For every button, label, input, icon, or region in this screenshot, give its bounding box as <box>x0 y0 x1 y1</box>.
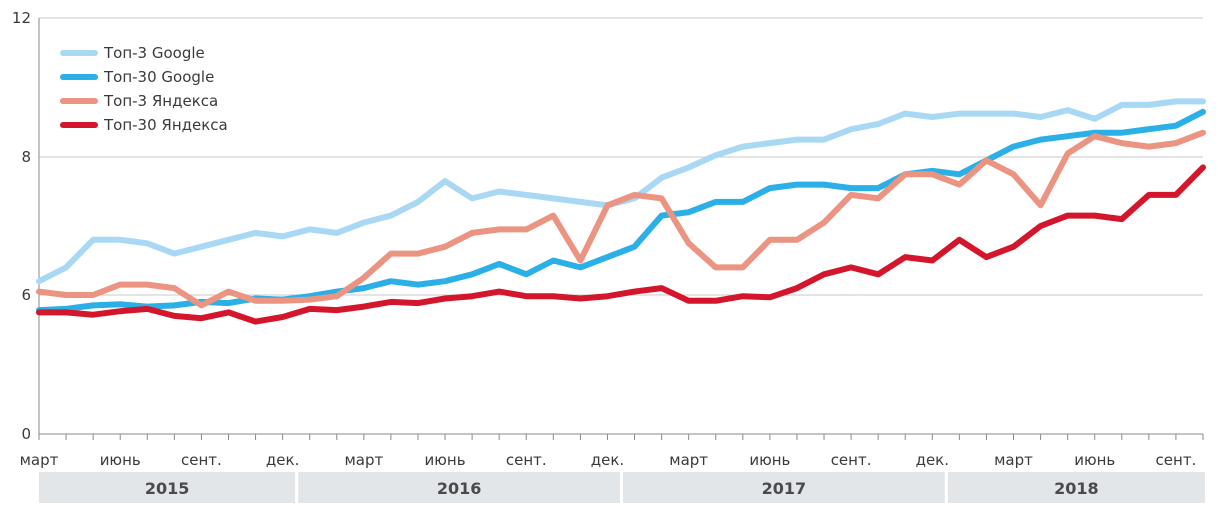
legend-label: Топ-3 Google <box>103 44 205 62</box>
year-band-cell <box>947 472 1205 503</box>
year-band-cell <box>298 472 620 503</box>
x-tick-label: июнь <box>749 451 790 469</box>
x-tick-label: март <box>344 451 383 469</box>
x-tick-label: сент. <box>506 451 547 469</box>
series-lines <box>36 98 1206 325</box>
x-tick-label: март <box>20 451 59 469</box>
year-label: 2017 <box>762 479 807 498</box>
x-tick-label: июнь <box>425 451 466 469</box>
legend: Топ-3 Google Топ-30 Google Топ-3 Яндекса То… <box>60 44 228 134</box>
x-tick-label: сент. <box>831 451 872 469</box>
series-line-4 <box>36 164 1206 325</box>
x-tick-label: июнь <box>100 451 141 469</box>
y-tick-label: 8 <box>21 148 31 166</box>
x-tick-label: сент. <box>1156 451 1197 469</box>
year-band-cell <box>623 472 945 503</box>
y-tick-label: 0 <box>21 425 31 443</box>
legend-label: Топ-3 Яндекса <box>103 92 218 110</box>
year-label: 2018 <box>1054 479 1099 498</box>
legend-label: Топ-30 Яндекса <box>103 116 228 134</box>
x-tick-label: сент. <box>181 451 222 469</box>
year-band-cell <box>39 472 296 503</box>
x-tick-label: март <box>994 451 1033 469</box>
x-axis: март июнь сент. дек. март июнь сент. дек. март ию… <box>20 433 1204 469</box>
series-line-3 <box>36 129 1206 309</box>
y-axis: 0 6 8 12 <box>12 9 40 443</box>
y-tick-label: 6 <box>21 286 31 304</box>
x-tick-label: июнь <box>1074 451 1115 469</box>
year-label: 2016 <box>437 479 482 498</box>
x-tick-label: дек. <box>266 451 299 469</box>
year-band: 2015 2016 2017 2018 <box>39 472 1205 503</box>
series-line-2 <box>36 108 1206 314</box>
x-tick-label: дек. <box>916 451 949 469</box>
x-tick-label: март <box>669 451 708 469</box>
legend-label: Топ-30 Google <box>103 68 214 86</box>
year-label: 2015 <box>145 479 190 498</box>
x-tick-label: дек. <box>591 451 624 469</box>
y-tick-label: 12 <box>12 9 31 27</box>
